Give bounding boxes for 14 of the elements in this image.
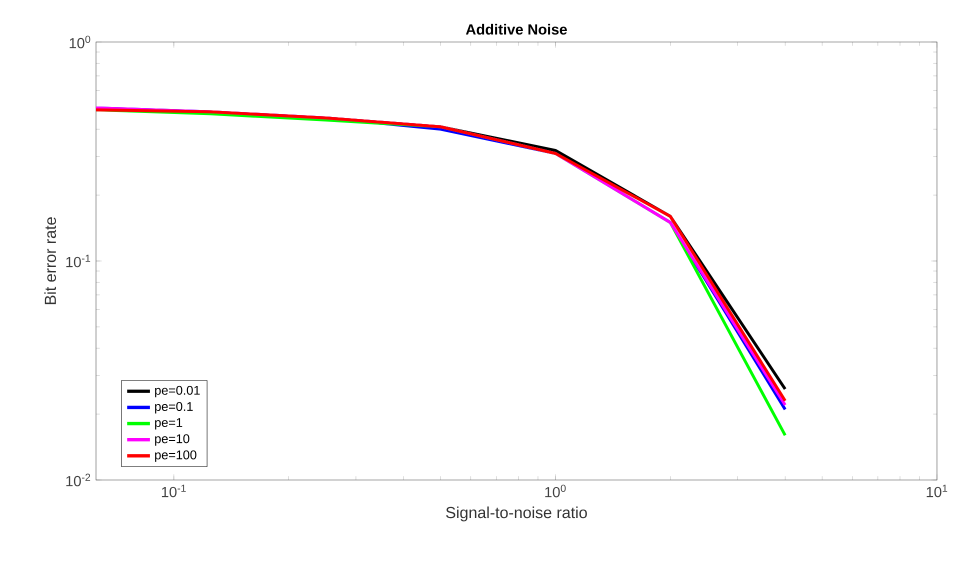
legend-label: pe=100 xyxy=(155,450,196,462)
legend-label: pe=10 xyxy=(155,434,190,446)
chart-title: Additive Noise xyxy=(466,24,567,35)
x-tick-label: 10$^{0}$ xyxy=(545,484,566,498)
x-tick-label: 10$^{1}$ xyxy=(926,484,948,498)
x-axis-title: Signal-to-noise ratio xyxy=(446,506,587,522)
y-tick-label: 10$^{0}$ xyxy=(70,36,90,48)
y-tick-label: 10$^{-2}$ xyxy=(66,474,90,486)
legend-label: pe=0.01 xyxy=(155,386,200,398)
y-axis-title: Bit error rate xyxy=(44,217,56,304)
y-tick-label: 10$^{-1}$ xyxy=(66,254,90,268)
legend-label: pe=0.1 xyxy=(155,402,193,414)
x-tick-label: 10$^{-1}$ xyxy=(162,484,186,498)
legend-label: pe=1 xyxy=(155,418,182,430)
